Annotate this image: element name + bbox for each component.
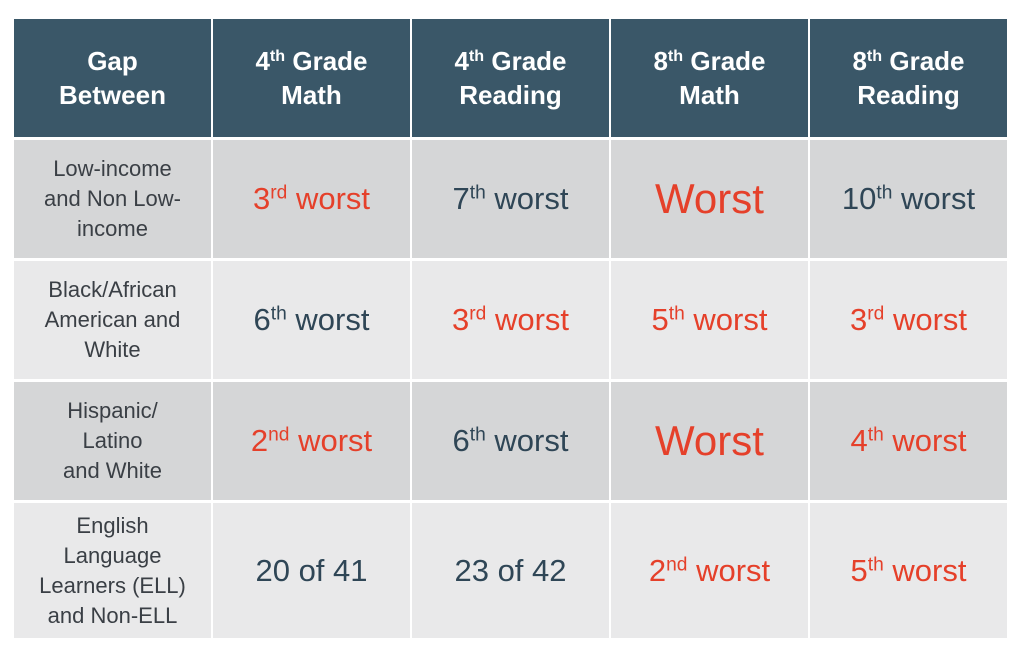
rank-word: Worst (655, 175, 764, 222)
row-label-line: Hispanic/ (67, 398, 158, 423)
header-subject: Math (281, 80, 342, 110)
header-grade-word: Grade (491, 46, 567, 76)
row-label-line: and Non Low- (44, 186, 181, 211)
cell-low-income-8th-reading: 10th worst (810, 140, 1007, 258)
header-grade-number: 8 (852, 46, 867, 76)
row-label-black-african-american: Black/African American and White (14, 261, 211, 379)
rank-word: worst (892, 552, 967, 588)
rank-suffix: nd (666, 553, 688, 575)
rank-word: worst (693, 302, 768, 337)
rank-word: Worst (655, 417, 764, 464)
rank-number: 5 (651, 302, 669, 337)
rank-number: 6 (452, 423, 470, 458)
rank-number: 10 (841, 181, 877, 216)
cell-black-8th-math: 5th worst (611, 261, 808, 379)
rank-word: worst (494, 181, 569, 216)
cell-ell-8th-reading: 5th worst (810, 503, 1007, 638)
rank-word: worst (892, 423, 967, 458)
row-label-line: and Non-ELL (47, 602, 178, 628)
row-label-line: Latino (82, 428, 143, 453)
header-gap-line1: Gap (87, 46, 138, 76)
header-4th-grade-reading: 4th Grade Reading (412, 19, 609, 137)
rank-suffix: th (469, 424, 486, 446)
cell-low-income-8th-math: Worst (611, 140, 808, 258)
cell-low-income-4th-math: 3rd worst (213, 140, 410, 258)
cell-hispanic-4th-math: 2nd worst (213, 382, 410, 500)
header-4th-grade-math: 4th Grade Math (213, 19, 410, 137)
header-grade-number: 4 (454, 46, 469, 76)
row-label-line: Learners (ELL) (39, 572, 186, 598)
header-grade-suffix: th (269, 47, 286, 66)
header-subject: Math (679, 80, 740, 110)
header-grade-number: 8 (653, 46, 668, 76)
header-subject: Reading (857, 80, 960, 110)
header-grade-word: Grade (690, 46, 766, 76)
rank-word: 23 of 42 (454, 552, 567, 588)
cell-hispanic-8th-reading: 4th worst (810, 382, 1007, 500)
rank-number: 3 (252, 181, 271, 216)
rank-suffix: rd (469, 303, 487, 325)
row-label-line: American and (44, 307, 181, 332)
header-grade-word: Grade (889, 46, 965, 76)
row-label-line: White (84, 337, 141, 362)
row-label-line: Low-income (53, 156, 172, 181)
rank-number: 2 (250, 423, 269, 458)
rank-suffix: th (867, 424, 884, 446)
rank-suffix: nd (268, 424, 290, 446)
rank-suffix: rd (270, 182, 288, 204)
cell-black-8th-reading: 3rd worst (810, 261, 1007, 379)
rank-word: worst (696, 552, 771, 588)
rank-number: 3 (451, 302, 470, 337)
row-label-line: English (76, 512, 149, 538)
rank-word: worst (494, 302, 570, 337)
header-8th-grade-math: 8th Grade Math (611, 19, 808, 137)
header-grade-word: Grade (292, 46, 368, 76)
row-label-line: Language (63, 542, 162, 568)
rank-suffix: th (469, 182, 486, 204)
rank-number: 7 (452, 181, 470, 216)
rank-suffix: th (876, 182, 893, 204)
cell-ell-4th-math: 20 of 41 (213, 503, 410, 638)
cell-low-income-4th-reading: 7th worst (412, 140, 609, 258)
rank-word: worst (892, 302, 968, 337)
header-grade-suffix: th (667, 47, 684, 66)
cell-black-4th-math: 6th worst (213, 261, 410, 379)
row-label-hispanic-latino: Hispanic/ Latino and White (14, 382, 211, 500)
rank-word: worst (298, 423, 373, 458)
row-label-low-income: Low-income and Non Low- income (14, 140, 211, 258)
rank-number: 3 (849, 302, 868, 337)
rank-number: 5 (850, 552, 868, 588)
rank-suffix: th (668, 303, 685, 325)
cell-ell-4th-reading: 23 of 42 (412, 503, 609, 638)
cell-black-4th-reading: 3rd worst (412, 261, 609, 379)
cell-ell-8th-math: 2nd worst (611, 503, 808, 638)
rank-number: 2 (648, 552, 667, 588)
header-gap-between: Gap Between (14, 19, 211, 137)
rank-suffix: th (270, 303, 287, 325)
header-8th-grade-reading: 8th Grade Reading (810, 19, 1007, 137)
rank-word: worst (494, 423, 569, 458)
header-grade-suffix: th (866, 47, 883, 66)
cell-hispanic-4th-reading: 6th worst (412, 382, 609, 500)
row-label-line: and White (62, 458, 163, 483)
rank-suffix: rd (867, 303, 885, 325)
rank-suffix: th (867, 553, 884, 575)
header-grade-suffix: th (468, 47, 485, 66)
rank-word: worst (295, 181, 371, 216)
rank-word: worst (901, 181, 976, 216)
row-label-english-language-learners: English Language Learners (ELL) and Non-… (14, 503, 211, 638)
rank-number: 4 (850, 423, 868, 458)
header-gap-line2: Between (59, 80, 166, 110)
row-label-line: Black/African (48, 277, 177, 302)
header-grade-number: 4 (255, 46, 270, 76)
rank-number: 6 (253, 302, 271, 337)
rank-word: worst (295, 302, 370, 337)
rank-word: 20 of 41 (255, 552, 368, 588)
header-subject: Reading (459, 80, 562, 110)
ranking-table: Gap Between 4th Grade Math 4th Grade Rea… (14, 19, 1007, 638)
row-label-line: income (77, 216, 148, 241)
cell-hispanic-8th-math: Worst (611, 382, 808, 500)
